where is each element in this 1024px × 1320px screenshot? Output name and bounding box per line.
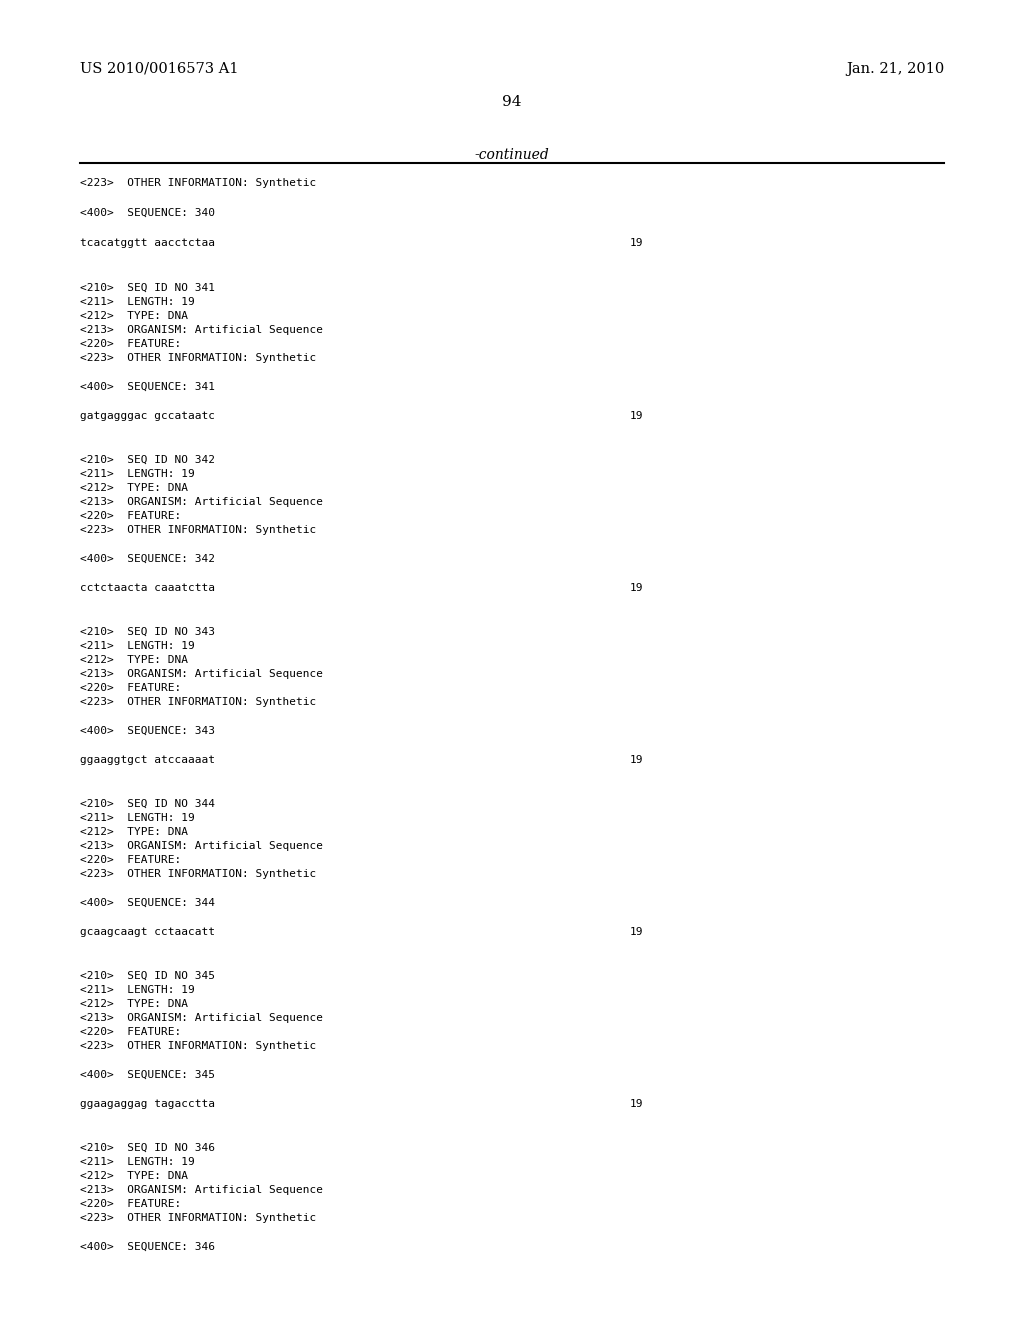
Text: <400>  SEQUENCE: 341: <400> SEQUENCE: 341 xyxy=(80,381,215,392)
Text: -continued: -continued xyxy=(475,148,549,162)
Text: <211>  LENGTH: 19: <211> LENGTH: 19 xyxy=(80,1158,195,1167)
Text: <212>  TYPE: DNA: <212> TYPE: DNA xyxy=(80,483,187,492)
Text: <220>  FEATURE:: <220> FEATURE: xyxy=(80,855,181,865)
Text: <400>  SEQUENCE: 343: <400> SEQUENCE: 343 xyxy=(80,726,215,737)
Text: <400>  SEQUENCE: 346: <400> SEQUENCE: 346 xyxy=(80,1242,215,1251)
Text: <210>  SEQ ID NO 343: <210> SEQ ID NO 343 xyxy=(80,627,215,638)
Text: <223>  OTHER INFORMATION: Synthetic: <223> OTHER INFORMATION: Synthetic xyxy=(80,525,316,535)
Text: <213>  ORGANISM: Artificial Sequence: <213> ORGANISM: Artificial Sequence xyxy=(80,1012,323,1023)
Text: <220>  FEATURE:: <220> FEATURE: xyxy=(80,339,181,348)
Text: 19: 19 xyxy=(630,583,643,593)
Text: gcaagcaagt cctaacatt: gcaagcaagt cctaacatt xyxy=(80,927,215,937)
Text: <212>  TYPE: DNA: <212> TYPE: DNA xyxy=(80,1171,187,1181)
Text: <211>  LENGTH: 19: <211> LENGTH: 19 xyxy=(80,985,195,995)
Text: US 2010/0016573 A1: US 2010/0016573 A1 xyxy=(80,62,239,77)
Text: <213>  ORGANISM: Artificial Sequence: <213> ORGANISM: Artificial Sequence xyxy=(80,325,323,335)
Text: 19: 19 xyxy=(630,755,643,766)
Text: <400>  SEQUENCE: 342: <400> SEQUENCE: 342 xyxy=(80,554,215,564)
Text: <211>  LENGTH: 19: <211> LENGTH: 19 xyxy=(80,469,195,479)
Text: <223>  OTHER INFORMATION: Synthetic: <223> OTHER INFORMATION: Synthetic xyxy=(80,352,316,363)
Text: <211>  LENGTH: 19: <211> LENGTH: 19 xyxy=(80,813,195,822)
Text: <213>  ORGANISM: Artificial Sequence: <213> ORGANISM: Artificial Sequence xyxy=(80,498,323,507)
Text: <211>  LENGTH: 19: <211> LENGTH: 19 xyxy=(80,297,195,308)
Text: <220>  FEATURE:: <220> FEATURE: xyxy=(80,1199,181,1209)
Text: <223>  OTHER INFORMATION: Synthetic: <223> OTHER INFORMATION: Synthetic xyxy=(80,1213,316,1224)
Text: <210>  SEQ ID NO 345: <210> SEQ ID NO 345 xyxy=(80,972,215,981)
Text: Jan. 21, 2010: Jan. 21, 2010 xyxy=(846,62,944,77)
Text: 19: 19 xyxy=(630,927,643,937)
Text: <400>  SEQUENCE: 345: <400> SEQUENCE: 345 xyxy=(80,1071,215,1080)
Text: <210>  SEQ ID NO 342: <210> SEQ ID NO 342 xyxy=(80,455,215,465)
Text: 19: 19 xyxy=(630,1100,643,1109)
Text: <210>  SEQ ID NO 341: <210> SEQ ID NO 341 xyxy=(80,282,215,293)
Text: <400>  SEQUENCE: 340: <400> SEQUENCE: 340 xyxy=(80,209,215,218)
Text: <212>  TYPE: DNA: <212> TYPE: DNA xyxy=(80,655,187,665)
Text: <223>  OTHER INFORMATION: Synthetic: <223> OTHER INFORMATION: Synthetic xyxy=(80,869,316,879)
Text: cctctaacta caaatctta: cctctaacta caaatctta xyxy=(80,583,215,593)
Text: 94: 94 xyxy=(502,95,522,110)
Text: <213>  ORGANISM: Artificial Sequence: <213> ORGANISM: Artificial Sequence xyxy=(80,669,323,678)
Text: <223>  OTHER INFORMATION: Synthetic: <223> OTHER INFORMATION: Synthetic xyxy=(80,697,316,708)
Text: 19: 19 xyxy=(630,238,643,248)
Text: <211>  LENGTH: 19: <211> LENGTH: 19 xyxy=(80,642,195,651)
Text: <220>  FEATURE:: <220> FEATURE: xyxy=(80,1027,181,1038)
Text: <400>  SEQUENCE: 344: <400> SEQUENCE: 344 xyxy=(80,898,215,908)
Text: ggaagaggag tagacctta: ggaagaggag tagacctta xyxy=(80,1100,215,1109)
Text: gatgagggac gccataatc: gatgagggac gccataatc xyxy=(80,411,215,421)
Text: <212>  TYPE: DNA: <212> TYPE: DNA xyxy=(80,828,187,837)
Text: <220>  FEATURE:: <220> FEATURE: xyxy=(80,682,181,693)
Text: <212>  TYPE: DNA: <212> TYPE: DNA xyxy=(80,312,187,321)
Text: <223>  OTHER INFORMATION: Synthetic: <223> OTHER INFORMATION: Synthetic xyxy=(80,178,316,187)
Text: tcacatggtt aacctctaa: tcacatggtt aacctctaa xyxy=(80,238,215,248)
Text: ggaaggtgct atccaaaat: ggaaggtgct atccaaaat xyxy=(80,755,215,766)
Text: <213>  ORGANISM: Artificial Sequence: <213> ORGANISM: Artificial Sequence xyxy=(80,841,323,851)
Text: 19: 19 xyxy=(630,411,643,421)
Text: <210>  SEQ ID NO 344: <210> SEQ ID NO 344 xyxy=(80,799,215,809)
Text: <212>  TYPE: DNA: <212> TYPE: DNA xyxy=(80,999,187,1008)
Text: <220>  FEATURE:: <220> FEATURE: xyxy=(80,511,181,521)
Text: <210>  SEQ ID NO 346: <210> SEQ ID NO 346 xyxy=(80,1143,215,1152)
Text: <223>  OTHER INFORMATION: Synthetic: <223> OTHER INFORMATION: Synthetic xyxy=(80,1041,316,1051)
Text: <213>  ORGANISM: Artificial Sequence: <213> ORGANISM: Artificial Sequence xyxy=(80,1185,323,1195)
